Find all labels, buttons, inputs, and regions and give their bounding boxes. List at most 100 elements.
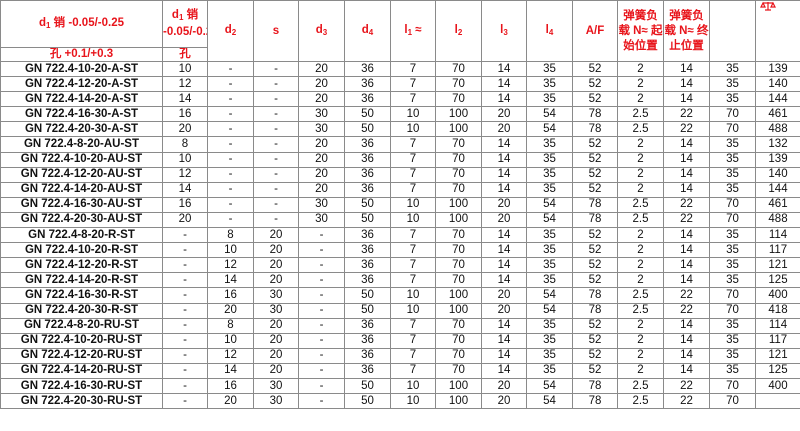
cell-d2: 10 bbox=[207, 242, 254, 259]
cell-l4: 35 bbox=[526, 166, 573, 183]
cell-extra: 35 bbox=[709, 242, 756, 259]
cell-l4: 35 bbox=[526, 227, 573, 244]
cell-l2: 70 bbox=[435, 91, 482, 108]
cell-d1: - bbox=[162, 332, 208, 349]
cell-spring-start: 2.5 bbox=[617, 393, 664, 410]
cell-name: GN 722.4-8-20-R-ST bbox=[0, 227, 163, 244]
cell-s: 30 bbox=[253, 393, 299, 410]
cell-s: - bbox=[253, 166, 299, 183]
table-row: GN 722.4-16-30-RU-ST -16 30-50 10 100 20 54 78 2… bbox=[0, 377, 800, 395]
cell-l2: 100 bbox=[435, 121, 482, 138]
cell-l1: 7 bbox=[390, 181, 436, 198]
cell-d4: 36 bbox=[344, 181, 391, 198]
table-row: GN 722.4-8-20-R-ST -8 20-36 7 70 14 35 52 2 14 35 1… bbox=[0, 227, 800, 244]
cell-extra: 35 bbox=[709, 181, 756, 198]
cell-d3: - bbox=[298, 377, 345, 395]
cell-spring-end: 14 bbox=[663, 317, 710, 334]
cell-weight: 114 bbox=[755, 317, 800, 334]
cell-weight: 117 bbox=[755, 332, 800, 349]
table-row: GN 722.4-16-30-R-ST -16 30-50 10 100 20 54 78 2.… bbox=[0, 287, 800, 304]
cell-af: 52 bbox=[572, 181, 618, 198]
header-l1: l1 ≈ bbox=[390, 0, 436, 62]
cell-s: - bbox=[253, 196, 299, 213]
cell-spring-end: 14 bbox=[663, 181, 710, 198]
header-d1-pin: d1 销 -0.05/-0.25 bbox=[162, 0, 208, 48]
cell-l3: 20 bbox=[481, 377, 527, 395]
cell-l3: 14 bbox=[481, 151, 527, 168]
cell-l2: 100 bbox=[435, 106, 482, 123]
cell-spring-end: 14 bbox=[663, 332, 710, 349]
cell-spring-start: 2 bbox=[617, 362, 664, 379]
cell-spring-start: 2.5 bbox=[617, 302, 664, 319]
header-l4: l4 bbox=[526, 0, 573, 62]
cell-af: 52 bbox=[572, 332, 618, 349]
cell-spring-start: 2 bbox=[617, 136, 664, 153]
cell-d1: 16 bbox=[162, 196, 208, 213]
cell-d1: - bbox=[162, 257, 208, 274]
cell-af: 52 bbox=[572, 317, 618, 334]
cell-l2: 70 bbox=[435, 332, 482, 349]
cell-extra: 35 bbox=[709, 166, 756, 183]
cell-d3: 20 bbox=[298, 136, 345, 153]
cell-l4: 35 bbox=[526, 362, 573, 379]
cell-weight: 488 bbox=[755, 121, 800, 138]
cell-af: 78 bbox=[572, 106, 618, 123]
cell-d2: - bbox=[207, 196, 254, 213]
header-d2: d2 bbox=[207, 0, 254, 62]
cell-d2: - bbox=[207, 76, 254, 93]
header-d1-hole: 孔 bbox=[162, 47, 208, 62]
cell-spring-start: 2 bbox=[617, 242, 664, 259]
cell-l1: 7 bbox=[390, 227, 436, 244]
table-row: GN 722.4-14-20-AU-ST 14- -20 36 7 70 14 35 52 2 14… bbox=[0, 181, 800, 198]
cell-extra: 70 bbox=[709, 211, 756, 229]
cell-extra: 70 bbox=[709, 106, 756, 123]
cell-spring-start: 2 bbox=[617, 272, 664, 289]
cell-l3: 14 bbox=[481, 362, 527, 379]
cell-name: GN 722.4-8-20-AU-ST bbox=[0, 136, 163, 153]
cell-l2: 70 bbox=[435, 347, 482, 364]
cell-extra: 70 bbox=[709, 196, 756, 213]
cell-l1: 7 bbox=[390, 91, 436, 108]
cell-l3: 20 bbox=[481, 121, 527, 138]
cell-l2: 100 bbox=[435, 393, 482, 410]
cell-l4: 54 bbox=[526, 302, 573, 319]
cell-l3: 20 bbox=[481, 211, 527, 229]
cell-d2: 12 bbox=[207, 347, 254, 364]
cell-l4: 35 bbox=[526, 181, 573, 198]
cell-l2: 70 bbox=[435, 257, 482, 274]
table-row: GN 722.4-12-20-A-ST 12- -20 36 7 70 14 35 52 2 14 3… bbox=[0, 76, 800, 93]
cell-spring-end: 14 bbox=[663, 242, 710, 259]
table-row: GN 722.4-8-20-RU-ST -8 20-36 7 70 14 35 52 2 14 35… bbox=[0, 317, 800, 334]
cell-d4: 36 bbox=[344, 347, 391, 364]
cell-d2: - bbox=[207, 106, 254, 123]
cell-l2: 100 bbox=[435, 287, 482, 304]
cell-spring-end: 14 bbox=[663, 76, 710, 93]
cell-spring-start: 2 bbox=[617, 257, 664, 274]
cell-d1: 10 bbox=[162, 151, 208, 168]
cell-l4: 54 bbox=[526, 211, 573, 229]
cell-l1: 7 bbox=[390, 166, 436, 183]
cell-d4: 36 bbox=[344, 332, 391, 349]
cell-d2: 14 bbox=[207, 272, 254, 289]
cell-spring-end: 14 bbox=[663, 166, 710, 183]
cell-d1: 16 bbox=[162, 106, 208, 123]
cell-s: 20 bbox=[253, 362, 299, 379]
cell-l1: 7 bbox=[390, 272, 436, 289]
cell-weight: 144 bbox=[755, 91, 800, 108]
cell-name: GN 722.4-8-20-RU-ST bbox=[0, 317, 163, 334]
cell-l1: 10 bbox=[390, 302, 436, 319]
cell-extra: 70 bbox=[709, 377, 756, 395]
cell-af: 78 bbox=[572, 302, 618, 319]
cell-d1: 14 bbox=[162, 91, 208, 108]
cell-d4: 50 bbox=[344, 377, 391, 395]
cell-d3: - bbox=[298, 332, 345, 349]
table-row: GN 722.4-14-20-RU-ST -14 20-36 7 70 14 35 52 2 14… bbox=[0, 362, 800, 379]
table-row: GN 722.4-12-20-AU-ST 12- -20 36 7 70 14 35 52 2 14… bbox=[0, 166, 800, 183]
cell-d1: - bbox=[162, 272, 208, 289]
cell-d3: 20 bbox=[298, 166, 345, 183]
cell-d1: 12 bbox=[162, 76, 208, 93]
header-l2: l2 bbox=[435, 0, 482, 62]
cell-s: - bbox=[253, 136, 299, 153]
cell-weight: 139 bbox=[755, 151, 800, 168]
cell-d2: - bbox=[207, 151, 254, 168]
